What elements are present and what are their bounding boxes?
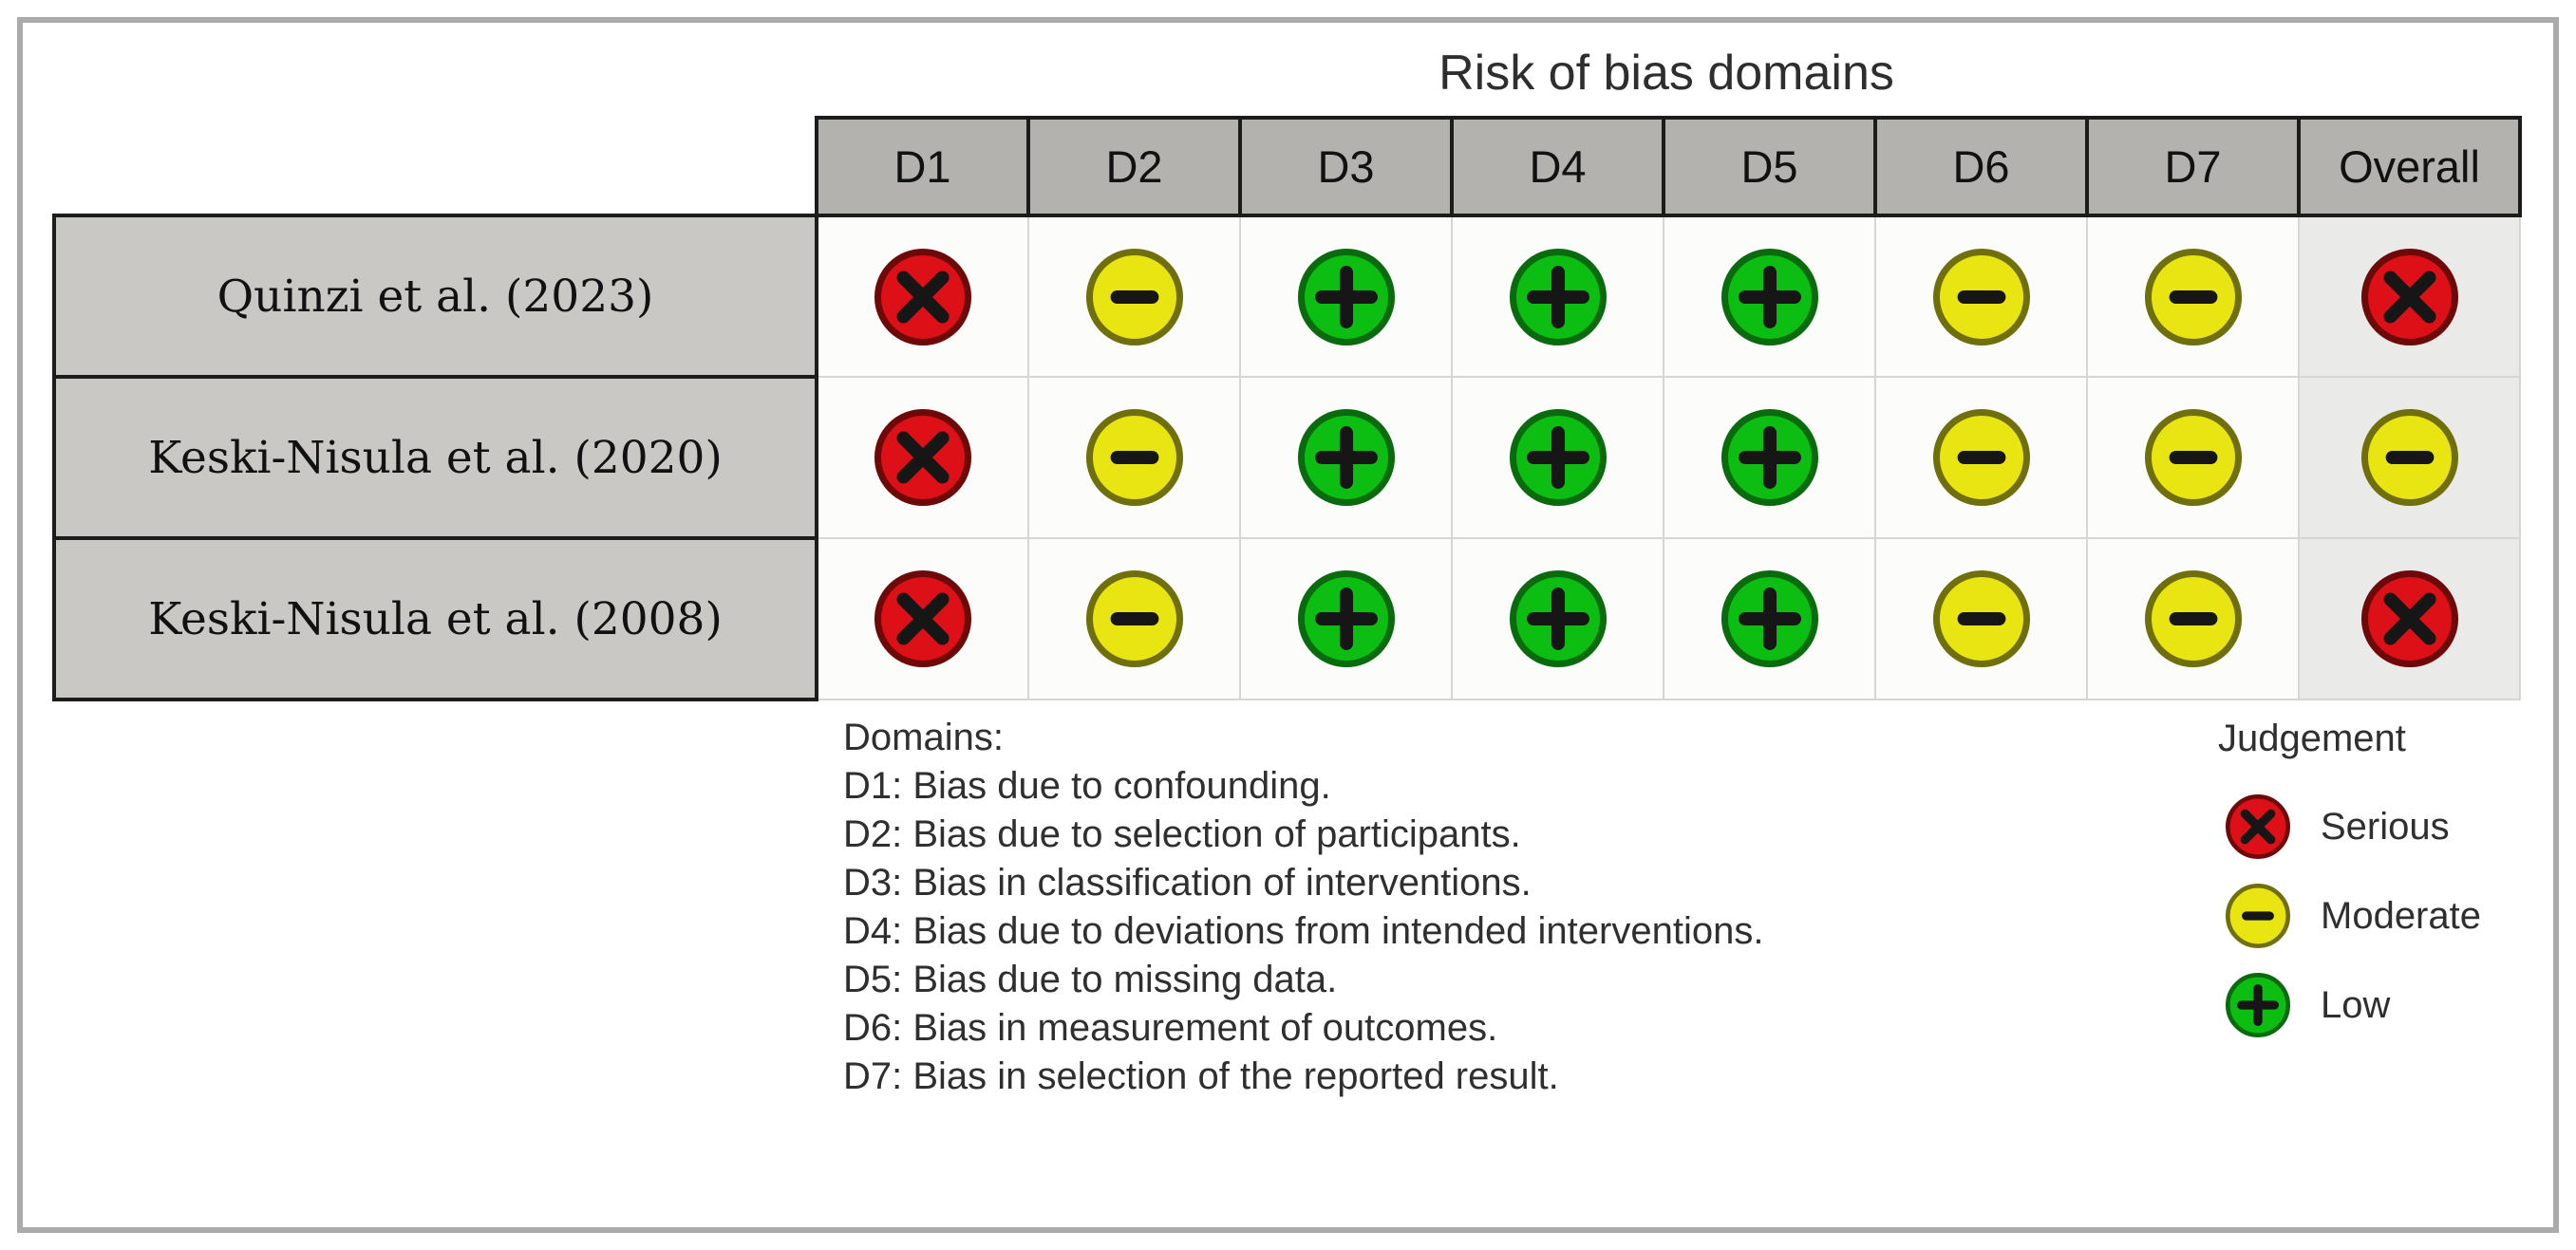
chart-title: Risk of bias domains [1438, 46, 1894, 101]
judgement-cell [1663, 215, 1876, 378]
domain-definition: D1: Bias due to confounding. [843, 765, 1331, 807]
judgement-icon-moderate [1085, 248, 1183, 345]
judgement-cell [2298, 215, 2521, 378]
column-header-d5: D5 [1662, 116, 1877, 217]
legend-label: Low [2321, 983, 2391, 1026]
column-header-d3: D3 [1238, 116, 1454, 217]
study-label: Keski-Nisula et al. (2008) [52, 536, 818, 701]
judgement-icon-moderate [2144, 248, 2242, 345]
judgement-cell [2086, 376, 2300, 539]
judgement-icon-serious [2360, 248, 2458, 345]
domain-definition: D5: Bias due to missing data. [843, 959, 1338, 1000]
column-header-d2: D2 [1026, 116, 1242, 217]
judgement-cell [1874, 376, 2088, 539]
legend-label: Moderate [2321, 894, 2481, 937]
judgement-icon-low [1509, 569, 1607, 668]
judgement-icon-low [1509, 408, 1607, 507]
judgement-cell [1874, 215, 2088, 378]
judgement-icon-low [1297, 248, 1395, 345]
judgement-cell [1874, 537, 2088, 700]
judgement-cell [2086, 215, 2300, 378]
judgement-icon-moderate [2360, 408, 2458, 507]
domain-definition: D7: Bias in selection of the reported re… [843, 1055, 1559, 1097]
judgement-icon-serious [2225, 793, 2291, 860]
table-header-row: D1 D2 D3 D4 D5 D6 D7 Overall [54, 116, 2522, 217]
judgement-icon-moderate [1085, 408, 1183, 507]
column-header-d1: D1 [815, 116, 1030, 217]
judgement-icon-serious [874, 248, 972, 345]
column-header-d7: D7 [2085, 116, 2301, 217]
legend-item-serious: Serious [2224, 793, 2531, 861]
judgement-icon-low [1509, 248, 1607, 345]
judgement-icon-moderate [2225, 883, 2291, 949]
table-row: Keski-Nisula et al. (2008) [52, 536, 2521, 701]
judgement-cell [1027, 376, 1241, 539]
judgement-icon-serious [874, 408, 972, 507]
table-row: Keski-Nisula et al. (2020) [52, 375, 2521, 540]
judgement-cell [816, 376, 1029, 539]
judgement-icon-moderate [1932, 248, 2030, 345]
table-row: Quinzi et al. (2023) [52, 214, 2521, 379]
study-label: Quinzi et al. (2023) [52, 214, 818, 379]
judgement-icon-serious [874, 569, 972, 668]
judgement-cell [1239, 376, 1453, 539]
judgement-icon-low [1720, 248, 1818, 345]
judgement-cell [1663, 376, 1876, 539]
judgement-legend-title: Judgement [2218, 718, 2406, 759]
judgement-icon-moderate [1932, 408, 2030, 507]
domain-definition: D2: Bias due to selection of participant… [843, 813, 1521, 855]
judgement-cell [2298, 376, 2521, 539]
domains-legend: Domains: D1: Bias due to confounding. D2:… [843, 714, 2172, 1101]
judgement-cell [1239, 215, 1453, 378]
judgement-cell [816, 215, 1029, 378]
judgement-cell [2298, 537, 2521, 700]
corner-cell [54, 118, 817, 215]
judgement-cell [1451, 215, 1664, 378]
judgement-cell [1027, 537, 1241, 700]
column-header-d4: D4 [1450, 116, 1665, 217]
domain-definition: D6: Bias in measurement of outcomes. [843, 1007, 1498, 1049]
column-header-overall: Overall [2297, 116, 2522, 217]
judgement-icon-low [2225, 972, 2291, 1038]
study-label: Keski-Nisula et al. (2020) [52, 375, 818, 540]
rob-table: D1 D2 D3 D4 D5 D6 D7 Overall Quinzi et al. (202… [52, 116, 2522, 701]
judgement-icon-serious [2360, 569, 2458, 668]
judgement-icon-moderate [2144, 408, 2242, 507]
judgement-icon-low [1297, 569, 1395, 668]
domains-heading: Domains: [843, 717, 1004, 758]
judgement-icon-low [1297, 408, 1395, 507]
judgement-cell [1451, 376, 1664, 539]
judgement-cell [816, 537, 1029, 700]
judgement-icon-moderate [1085, 569, 1183, 668]
judgement-cell [1663, 537, 1876, 700]
judgement-icon-moderate [1932, 569, 2030, 668]
judgement-cell [2086, 537, 2300, 700]
judgement-icon-moderate [2144, 569, 2242, 668]
judgement-cell [1027, 215, 1241, 378]
legend-item-moderate: Moderate [2224, 882, 2531, 950]
judgement-cell [1239, 537, 1453, 700]
judgement-cell [1451, 537, 1664, 700]
legend-label: Serious [2321, 805, 2450, 848]
judgement-legend-items: Serious Moderate Low [2218, 793, 2531, 1039]
judgement-icon-low [1720, 408, 1818, 507]
judgement-icon-low [1720, 569, 1818, 668]
judgement-legend: Judgement Serious Moderate Low [2218, 718, 2531, 1060]
domain-definition: D4: Bias due to deviations from intended… [843, 910, 1764, 952]
legend-item-low: Low [2224, 971, 2531, 1039]
domain-definition: D3: Bias in classification of interventi… [843, 862, 1532, 904]
column-header-d6: D6 [1873, 116, 2089, 217]
table-body: Quinzi et al. (2023) Keski-Nisula et al. … [52, 214, 2521, 701]
